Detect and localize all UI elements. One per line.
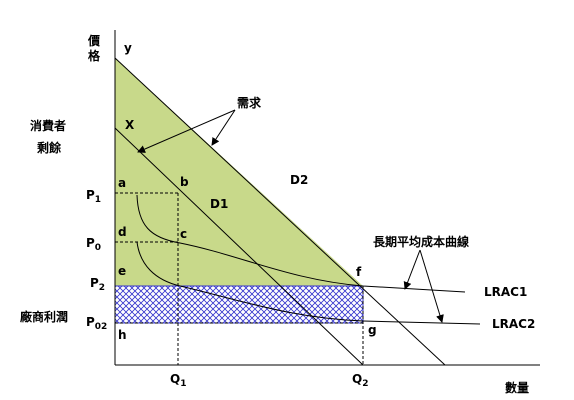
axis-label: 數量 xyxy=(505,380,529,395)
point-label: g xyxy=(368,323,377,337)
quantity-label: Q1 xyxy=(170,372,186,389)
curve-label: LRAC2 xyxy=(492,317,535,331)
surplus-label: 剩餘 xyxy=(37,140,62,155)
price-label: P02 xyxy=(86,315,107,332)
point-label: f xyxy=(356,265,362,279)
profit-label: 廠商利潤 xyxy=(20,309,68,324)
axis-label: 價 xyxy=(87,33,101,48)
arrow xyxy=(403,249,421,290)
quantity-label: Q2 xyxy=(352,372,368,389)
price-label: P0 xyxy=(86,236,101,253)
demand-label: 需求 xyxy=(237,95,262,110)
price-label: P1 xyxy=(86,188,101,205)
point-label: c xyxy=(180,227,187,241)
line-label: X xyxy=(125,118,135,132)
lrac-label: 長期平均成本曲線 xyxy=(373,234,469,249)
line-label: D2 xyxy=(290,173,308,187)
point-label: h xyxy=(118,328,127,342)
axis-label: 格 xyxy=(88,48,101,63)
arrow xyxy=(211,109,236,146)
point-label: a xyxy=(118,176,126,190)
arrow xyxy=(137,109,236,153)
point-label: d xyxy=(118,225,127,239)
lrac1-curve xyxy=(136,194,466,293)
point-label: b xyxy=(180,175,189,189)
demand-line-x xyxy=(114,127,364,366)
demand-line-y xyxy=(114,57,446,366)
arrow xyxy=(419,249,444,323)
point-label: e xyxy=(118,264,126,278)
line-label: y xyxy=(124,41,132,55)
line-label: D1 xyxy=(210,197,228,211)
surplus-label: 消費者 xyxy=(30,118,66,133)
lrac2-curve xyxy=(136,241,481,325)
price-label: P2 xyxy=(90,276,105,293)
profit-area xyxy=(114,285,364,324)
curve-label: LRAC1 xyxy=(484,285,527,299)
